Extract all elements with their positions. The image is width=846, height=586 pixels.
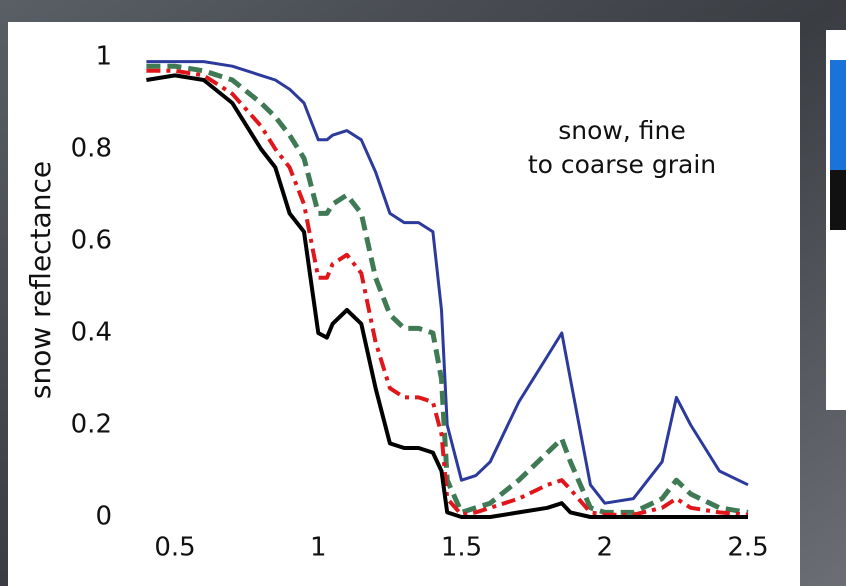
- x-tick-label: 2.5: [727, 533, 768, 563]
- series-line: [146, 63, 749, 515]
- y-tick-label: 0: [95, 502, 112, 532]
- y-tick-label: 0.4: [71, 318, 112, 348]
- series-line: [146, 73, 748, 519]
- side-panel-graphic: [830, 170, 846, 230]
- annotation: snow, fine: [558, 116, 685, 145]
- y-tick-label: 0.6: [71, 226, 112, 256]
- series-line: [146, 68, 749, 517]
- y-axis-label: snow reflectance: [24, 161, 57, 399]
- side-panel-graphic: [830, 60, 846, 170]
- series-line: [146, 60, 749, 505]
- x-tick-label: 0.5: [154, 533, 195, 563]
- y-tick-label: 0.8: [71, 134, 112, 164]
- y-tick-label: 0.2: [71, 410, 112, 440]
- annotation: to coarse grain: [528, 150, 716, 179]
- x-tick-label: 1.5: [441, 533, 482, 563]
- y-tick-label: 1: [95, 42, 112, 72]
- x-tick-label: 2: [596, 533, 613, 563]
- x-tick-label: 1: [310, 533, 327, 563]
